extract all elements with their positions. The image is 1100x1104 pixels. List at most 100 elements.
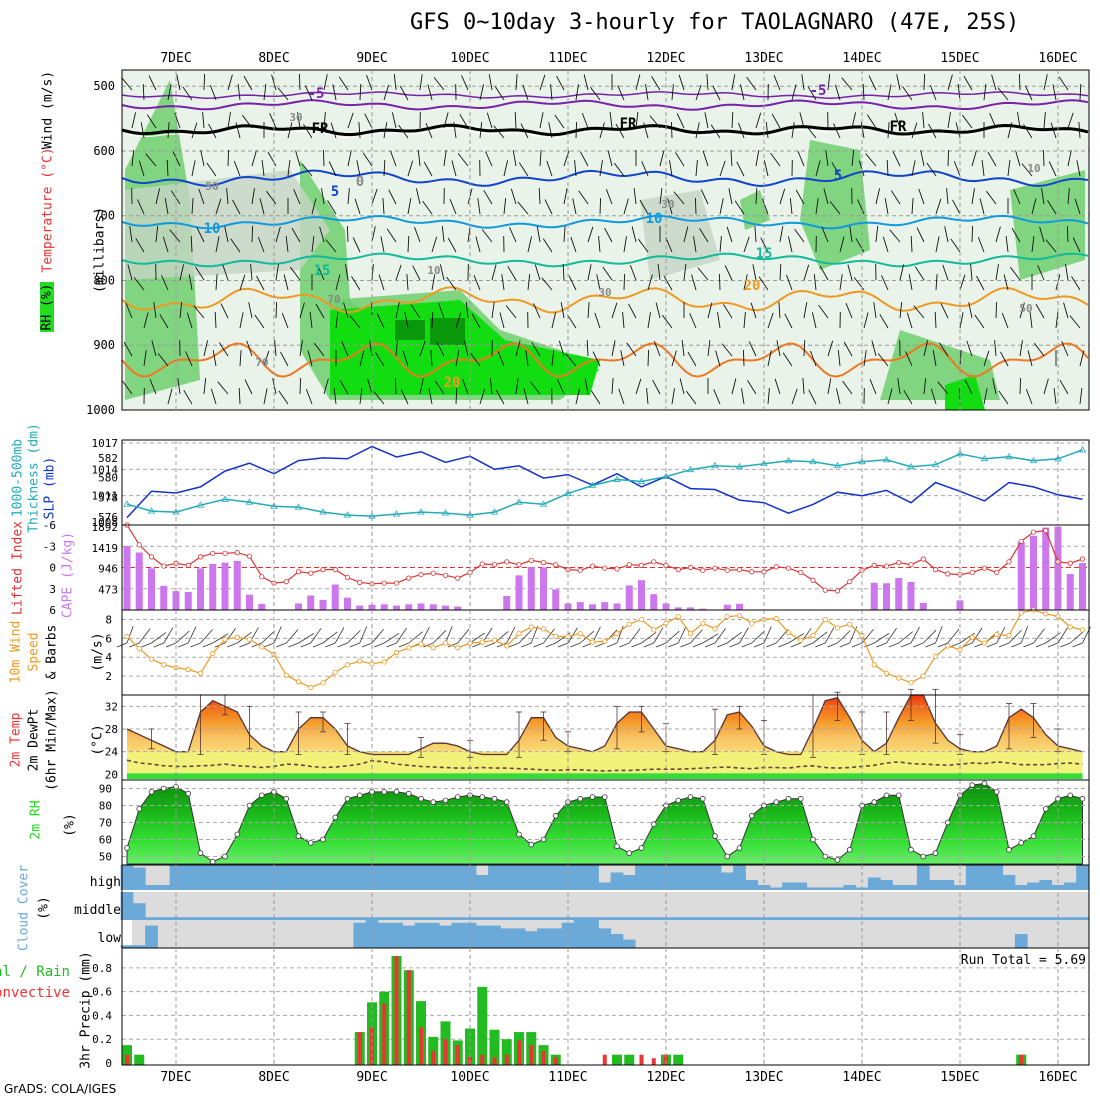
li-marker <box>774 565 778 569</box>
li-marker <box>223 551 227 555</box>
wind-speed-marker <box>884 671 888 675</box>
precip-convective-bar <box>407 970 411 1065</box>
contour-label: 10 <box>204 221 221 237</box>
chart-title: GFS 0~10day 3-hourly for TAOLAGNARO (47E… <box>410 10 1019 35</box>
li-tick-label: 0 <box>49 562 56 575</box>
wind-tick-label: 2 <box>105 670 112 683</box>
cloud-cover-bar <box>1015 917 1028 920</box>
rh-marker <box>125 846 130 851</box>
li-marker <box>431 571 435 575</box>
wind-barb <box>899 632 913 643</box>
cloud-cover-bar <box>745 880 758 890</box>
precip-units-label: 3hr Precip (mm) <box>79 951 94 1068</box>
contour-label: 70 <box>327 293 340 306</box>
wind-barb-flag <box>289 643 299 647</box>
wind-barb <box>648 350 649 366</box>
contour-label: FR <box>890 119 907 135</box>
rh-marker <box>737 846 742 851</box>
wind-axis-label: Wind (m/s) <box>41 71 56 149</box>
rh-marker <box>553 813 558 818</box>
thickness-axis-label-2: Thickness (dm) <box>27 423 42 533</box>
cape-bar <box>736 604 743 610</box>
rh-marker <box>406 791 411 796</box>
wind-barb <box>695 198 696 214</box>
cloud-cover-bar <box>451 865 464 890</box>
thickness-marker <box>1080 447 1086 452</box>
cloud-cover-bar <box>598 917 611 920</box>
wind-speed-marker <box>1007 633 1011 637</box>
cloud-level-label-low: low <box>98 931 122 946</box>
contour-label: 5 <box>834 168 842 184</box>
wind-barb-flag <box>595 643 605 647</box>
cape-bar <box>589 604 596 610</box>
cloud-cover-bar <box>402 926 415 948</box>
cloud-cover-bar <box>549 928 562 948</box>
rh-marker <box>247 803 252 808</box>
cloud-cover-bar <box>402 917 415 920</box>
temp-tick-label: 32 <box>105 700 118 713</box>
cloud-cover-bar <box>831 888 844 891</box>
cloud-cover-bar <box>1076 865 1089 890</box>
wind-barb-flag <box>607 643 617 647</box>
li-tick-label: 3 <box>49 583 56 596</box>
li-marker <box>358 580 362 584</box>
rh-marker <box>455 795 460 800</box>
wind-barb <box>948 629 959 643</box>
wind-barb-flag <box>570 643 580 647</box>
temp2m-axis-label: 2m Temp <box>9 712 24 767</box>
wind-barb <box>274 627 281 643</box>
precip-convective-bar <box>517 1040 521 1065</box>
wind-barb-flag <box>779 643 789 647</box>
cloud-cover-bar <box>476 875 489 890</box>
rh-marker <box>210 859 215 864</box>
cloud-cover-bar <box>476 926 489 948</box>
cloud-cover-bar <box>868 917 881 920</box>
wind-barb <box>164 628 173 643</box>
temp-tick-label: 24 <box>105 746 119 759</box>
cloud-cover-bar <box>194 917 207 920</box>
precip-convective-bar <box>444 1039 448 1065</box>
cloud-cover-bar <box>121 892 134 920</box>
wind-speed-marker <box>382 660 386 664</box>
precip-total-bar <box>673 1055 683 1065</box>
wind-barb-flag <box>987 643 997 647</box>
wind-barb <box>397 628 407 643</box>
rh-marker <box>578 796 583 801</box>
wind-speed-marker <box>627 622 631 626</box>
li-marker <box>615 567 619 571</box>
cape-bar <box>344 598 351 610</box>
wind-barb-flag <box>1024 643 1034 647</box>
cloud-cover-bar <box>990 865 1003 890</box>
date-label-top: 8DEC <box>258 51 289 66</box>
wind-tick-label: 8 <box>105 613 112 626</box>
cape-bar <box>626 585 633 610</box>
wind-barb-flag <box>558 643 568 647</box>
cloud-cover-bar <box>684 917 697 920</box>
precip-tick-label: 0.6 <box>92 986 112 999</box>
li-marker <box>480 562 484 566</box>
cloud-cover-bar <box>635 865 648 890</box>
cape-bar <box>1018 542 1025 610</box>
precip-convective-bar <box>505 1055 509 1065</box>
cloud-cover-bar <box>525 917 538 920</box>
cloud-cover-bar <box>537 917 550 920</box>
cloud-cover-bar <box>182 865 195 890</box>
wind-speed-marker <box>921 674 925 678</box>
precip-convective-axis-label: Convective <box>0 985 70 1001</box>
wind-barb-flag <box>1073 643 1083 647</box>
wind-barb <box>1021 626 1027 643</box>
cloud-cover-bar <box>1027 883 1040 891</box>
cloud-cover-bar <box>255 917 268 920</box>
li-marker <box>688 565 692 569</box>
cloud-cover-bar <box>427 917 440 920</box>
precip-tick-label: 0 <box>105 1057 112 1070</box>
cape-bar <box>1079 563 1086 610</box>
wind-speed-marker <box>982 641 986 645</box>
li-marker <box>149 555 153 559</box>
wind-barb <box>262 631 275 643</box>
wind-barb-flag <box>901 643 911 647</box>
wind-speed-marker <box>419 642 423 646</box>
wind-barb-flag <box>203 643 213 647</box>
date-label-bottom: 13DEC <box>744 1070 783 1085</box>
cloud-cover-bar <box>1039 880 1052 890</box>
